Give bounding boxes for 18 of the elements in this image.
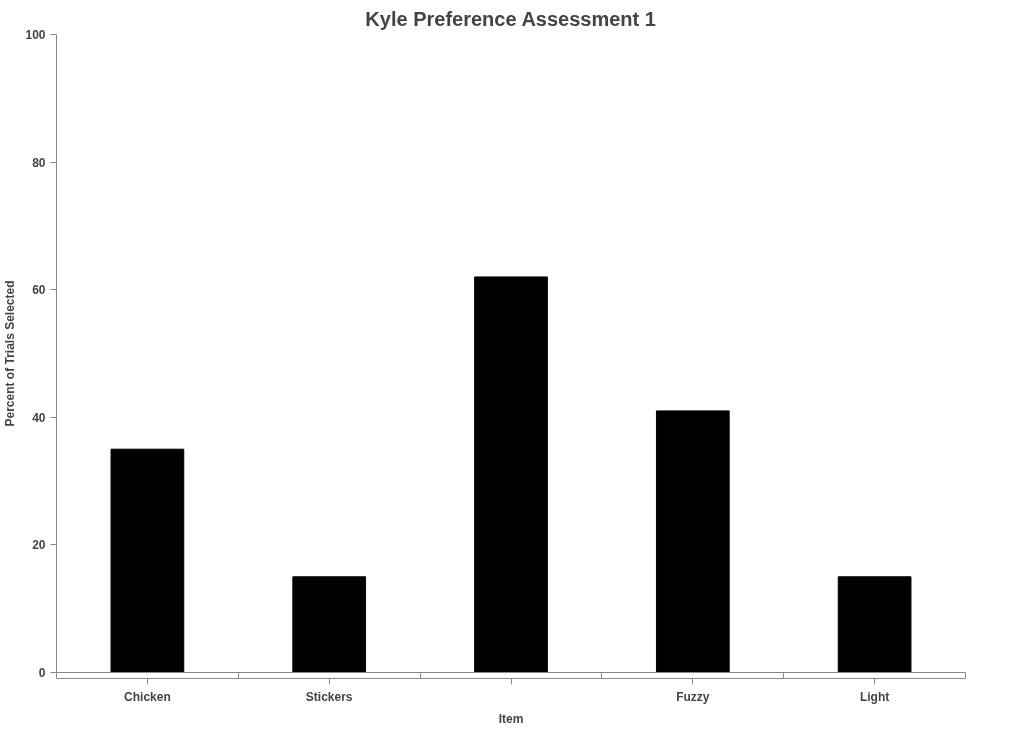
bar — [837, 576, 912, 673]
y-tick-label: 80 — [32, 155, 46, 170]
bar — [655, 410, 730, 673]
y-axis-title: Percent of Trials Selected — [3, 280, 18, 427]
y-tick-label: 100 — [25, 28, 46, 42]
bar — [474, 276, 548, 673]
chart-title: Kyle Preference Assessment 1 — [365, 7, 656, 30]
x-tick-label: Fuzzy — [676, 689, 710, 704]
bar — [110, 448, 185, 673]
x-tick-label: Chicken — [124, 689, 171, 704]
y-tick-label: 0 — [38, 666, 46, 680]
y-tick-label: 60 — [32, 283, 46, 298]
bar — [292, 576, 367, 673]
y-tick-label: 40 — [32, 410, 46, 425]
x-tick-label: Light — [859, 689, 890, 704]
y-tick-label: 20 — [32, 538, 46, 553]
x-axis-title: Item — [498, 711, 524, 726]
x-tick-label: Stickers — [305, 689, 353, 704]
